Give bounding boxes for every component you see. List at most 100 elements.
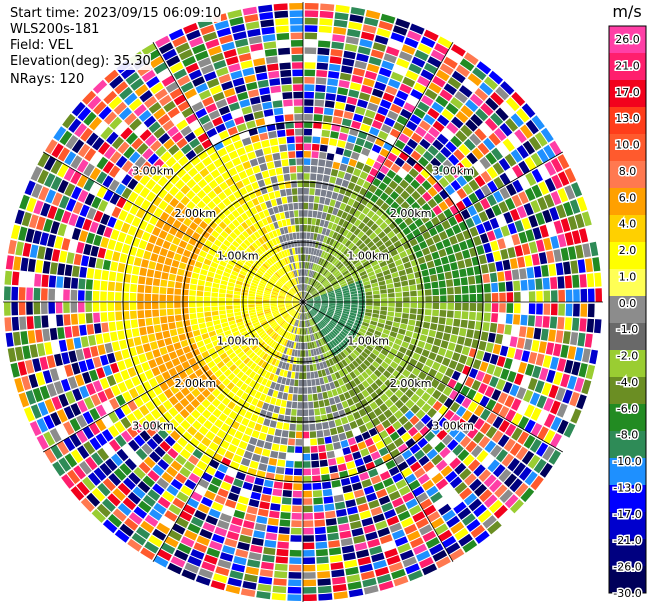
gate-cell — [448, 216, 458, 227]
gate-cell — [319, 234, 325, 242]
gate-cell — [341, 285, 349, 290]
gate-cell — [291, 225, 296, 233]
gate-cell — [262, 101, 273, 110]
gate-cell — [396, 58, 410, 69]
gate-cell — [387, 152, 398, 163]
gate-cell — [380, 212, 389, 221]
gate-cell — [342, 287, 349, 292]
gate-cell — [328, 230, 335, 238]
gate-cell — [489, 272, 498, 283]
gate-cell — [446, 287, 454, 295]
gate-cell — [531, 115, 545, 130]
gate-cell — [372, 178, 382, 187]
gate-cell — [418, 156, 429, 167]
gate-cell — [305, 277, 307, 284]
gate-cell — [341, 156, 350, 165]
gate-cell — [310, 247, 315, 255]
gate-cell — [322, 235, 328, 243]
gate-cell — [387, 230, 396, 239]
gate-cell — [368, 151, 379, 160]
gate-cell — [345, 231, 353, 239]
gate-cell — [338, 227, 346, 235]
gate-cell — [376, 74, 389, 85]
gate-cell — [369, 244, 378, 252]
gate-cell — [415, 250, 424, 259]
gate-cell — [579, 274, 587, 288]
gate-cell — [364, 17, 379, 27]
gate-cell — [270, 176, 278, 184]
gate-cell — [516, 145, 529, 159]
gate-cell — [480, 264, 489, 274]
gate-cell — [304, 292, 308, 299]
gate-cell — [431, 281, 439, 289]
gate-cell — [317, 285, 323, 291]
gate-cell — [488, 70, 504, 85]
gate-cell — [363, 140, 374, 150]
gate-cell — [447, 50, 462, 63]
gate-cell — [405, 70, 419, 81]
gate-cell — [329, 256, 336, 263]
gate-cell — [410, 290, 417, 297]
gate-cell — [346, 263, 354, 270]
gate-cell — [459, 268, 467, 278]
gate-cell — [382, 175, 392, 185]
gate-cell — [279, 212, 286, 220]
gate-cell — [497, 271, 505, 282]
gate-cell — [326, 153, 335, 161]
gate-cell — [421, 203, 432, 213]
gate-cell — [455, 130, 468, 143]
gate-cell — [332, 231, 338, 240]
gate-cell — [460, 209, 471, 220]
gate-cell — [341, 118, 352, 127]
gate-cell — [289, 248, 293, 256]
gate-cell — [488, 262, 496, 273]
gate-cell — [585, 258, 593, 273]
gate-cell — [319, 18, 333, 26]
gate-cell — [380, 293, 388, 298]
gate-cell — [289, 166, 297, 173]
gate-cell — [402, 76, 416, 88]
gate-cell — [305, 262, 308, 269]
gate-cell — [440, 146, 452, 158]
gate-cell — [374, 35, 389, 45]
gate-cell — [415, 144, 426, 156]
gate-cell — [533, 266, 542, 278]
gate-cell — [251, 50, 265, 59]
gate-cell — [556, 204, 567, 219]
gate-cell — [291, 188, 298, 195]
gate-cell — [263, 147, 272, 155]
gate-cell — [342, 290, 350, 294]
gate-cell — [303, 225, 307, 232]
gate-cell — [244, 14, 259, 23]
gate-cell — [304, 84, 315, 92]
gate-cell — [297, 262, 300, 269]
gate-cell — [298, 210, 303, 217]
colorbar-tick-label: 8.0 — [619, 165, 637, 178]
gate-cell — [286, 129, 295, 136]
gate-cell — [495, 86, 510, 101]
gate-cell — [499, 123, 513, 137]
gate-cell — [304, 276, 306, 284]
gate-cell — [374, 137, 385, 147]
gate-cell — [351, 120, 362, 130]
gate-cell — [354, 219, 362, 227]
colorbar-unit-label: m/s — [612, 2, 641, 21]
gate-cell — [314, 300, 321, 302]
gate-cell — [348, 265, 356, 272]
gate-cell — [271, 93, 282, 101]
gate-cell — [414, 218, 424, 228]
gate-cell — [304, 292, 307, 299]
gate-cell — [476, 223, 486, 235]
gate-cell — [318, 250, 323, 257]
gate-cell — [313, 295, 320, 299]
gate-cell — [311, 158, 318, 166]
gate-cell — [307, 225, 311, 232]
gate-cell — [538, 252, 548, 265]
gate-cell — [437, 114, 450, 127]
gate-cell — [408, 63, 422, 75]
gate-cell — [310, 232, 314, 240]
gate-cell — [385, 196, 395, 206]
gate-cell — [347, 135, 357, 144]
gate-cell — [401, 162, 412, 173]
gate-cell — [530, 152, 543, 167]
